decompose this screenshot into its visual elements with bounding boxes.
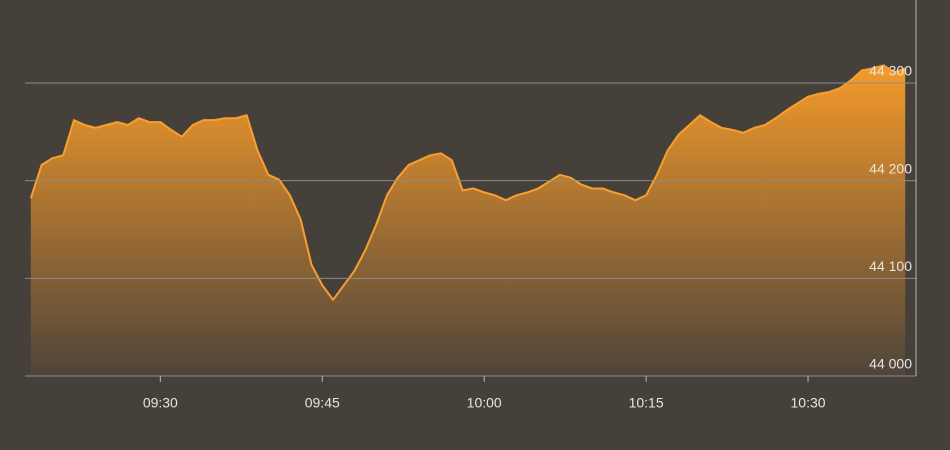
x-tick-label: 10:30 <box>791 395 826 411</box>
y-tick-label: 44 000 <box>869 356 912 372</box>
price-line <box>29 64 906 301</box>
y-tick-label: 44 100 <box>869 258 912 274</box>
y-tick-label: 44 300 <box>869 63 912 79</box>
area-fill <box>30 65 906 377</box>
y-tick-label: 44 200 <box>869 160 912 176</box>
x-tick-label: 09:30 <box>143 395 178 411</box>
x-tick-label: 09:45 <box>305 395 340 411</box>
x-tick-label: 10:00 <box>467 395 502 411</box>
x-tick-label: 10:15 <box>629 395 664 411</box>
